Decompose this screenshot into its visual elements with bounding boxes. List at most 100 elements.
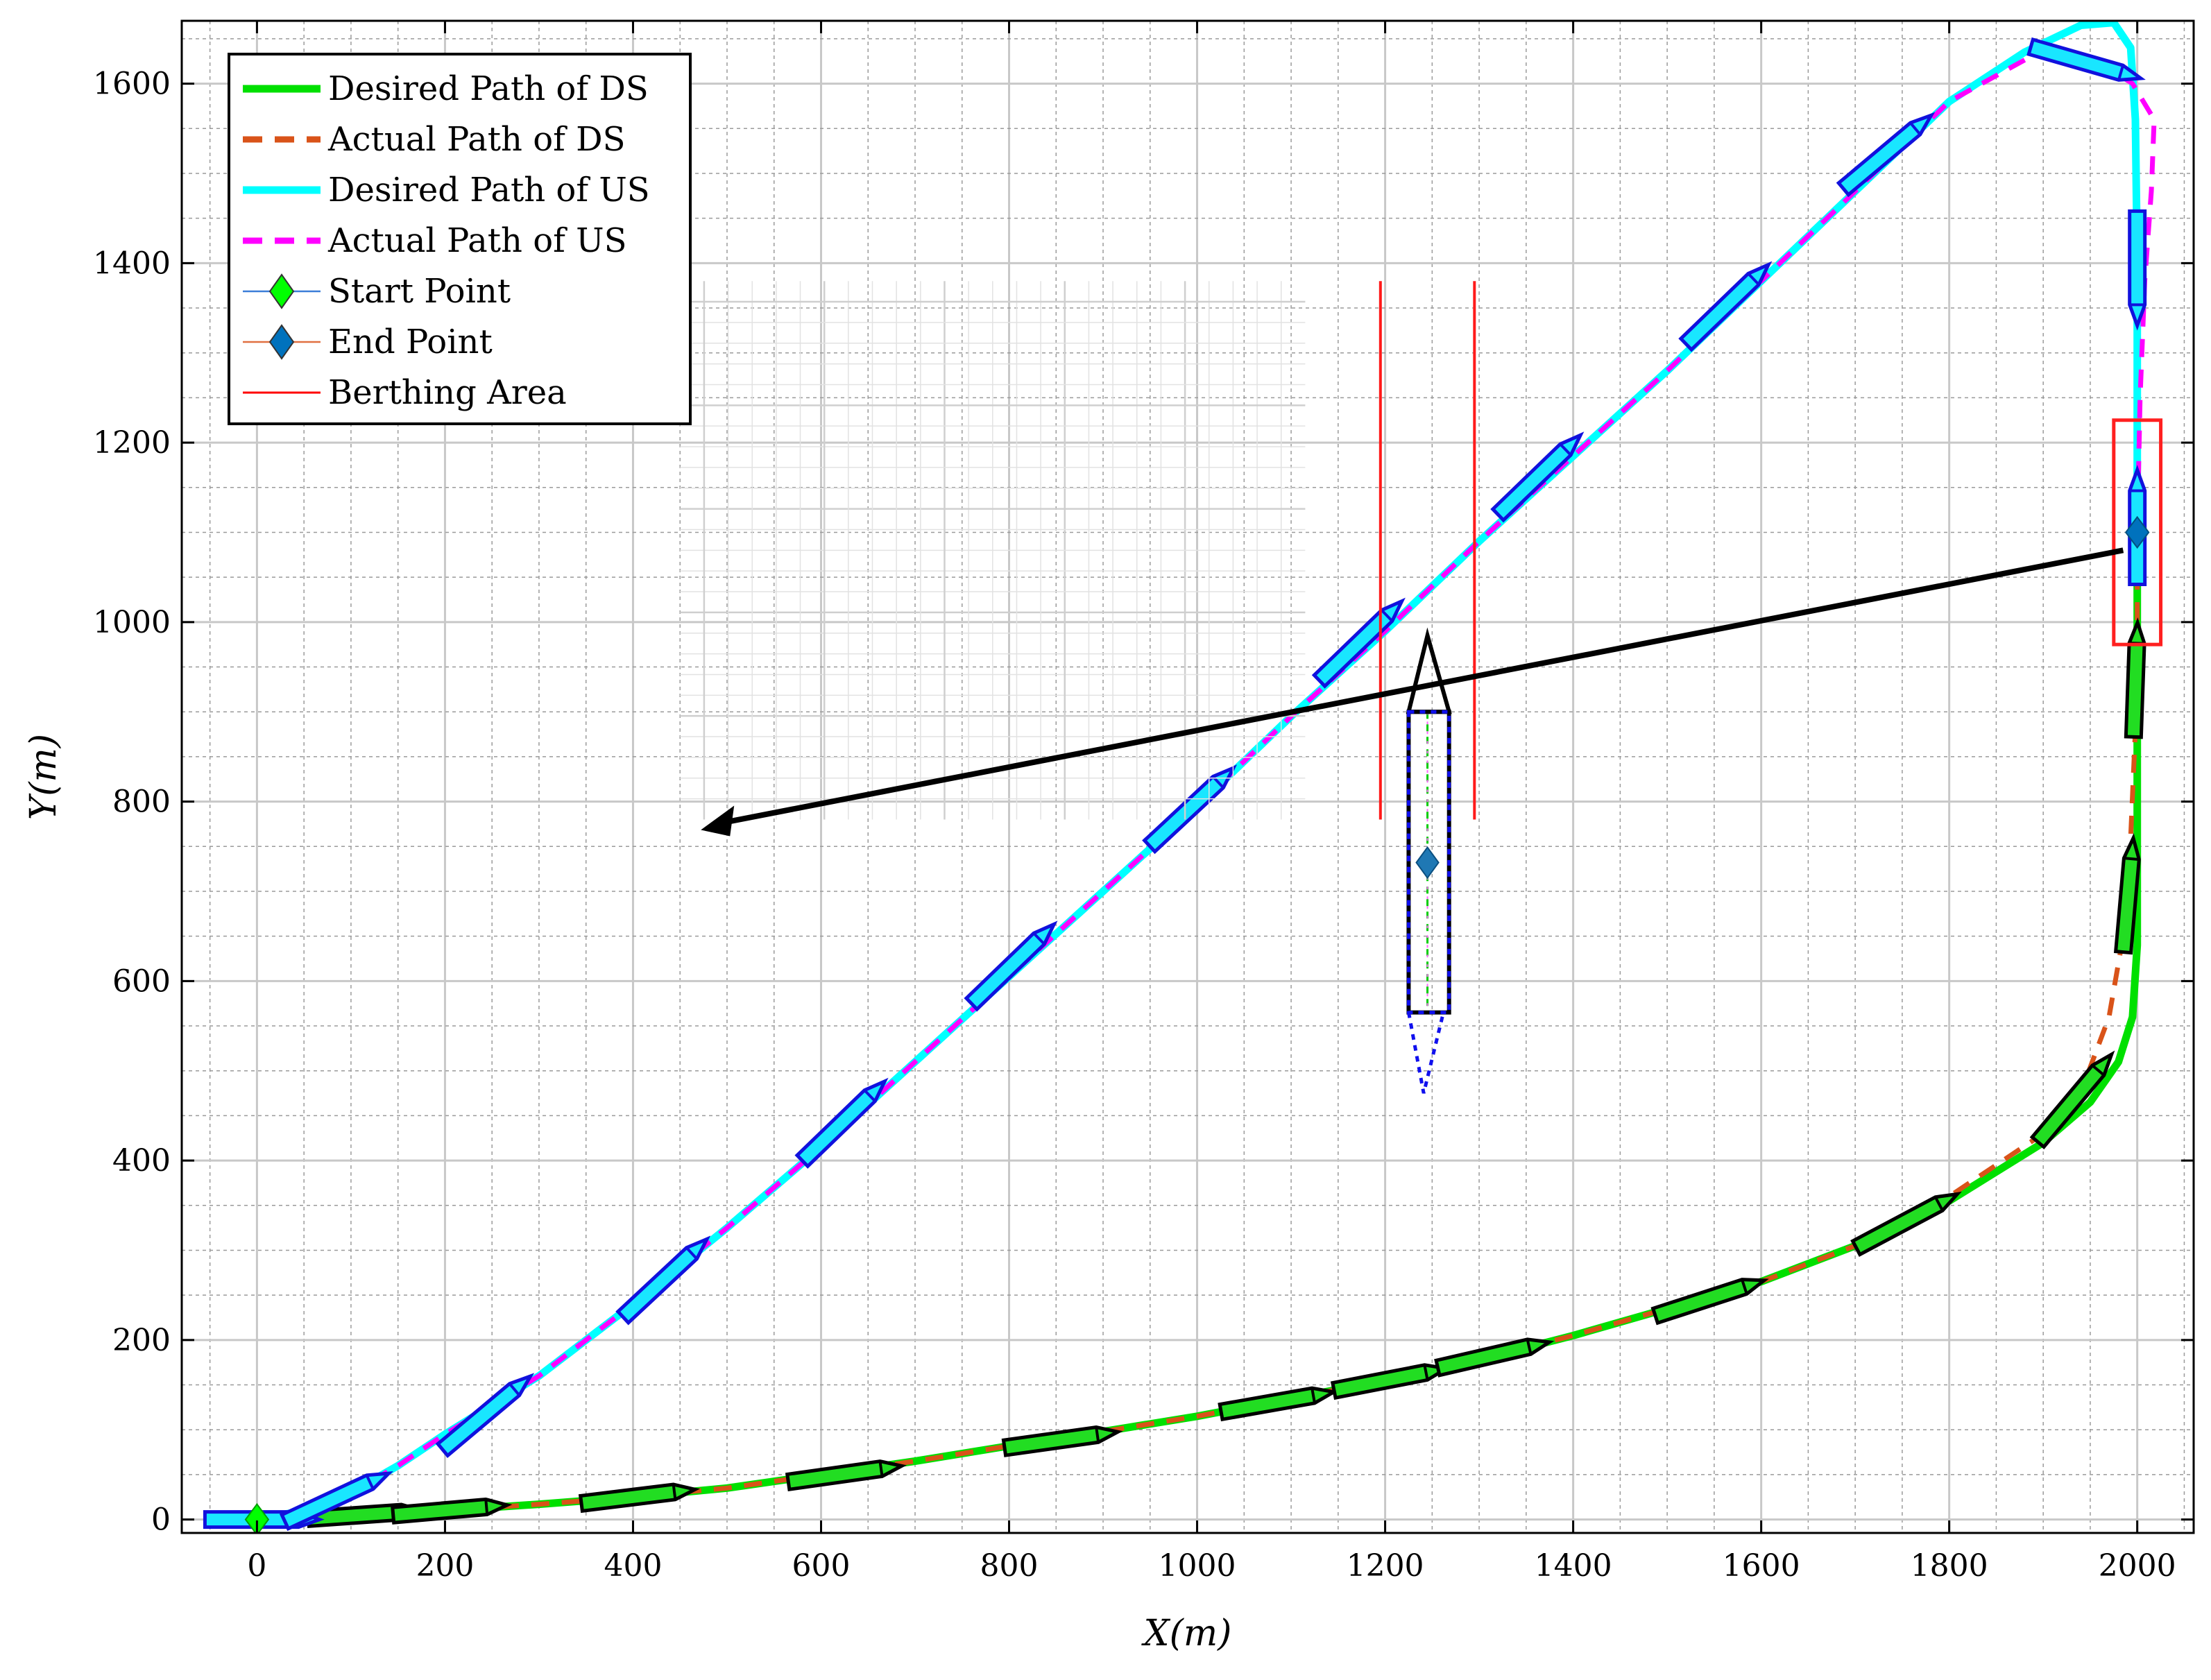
y-axis-label: Y(m) <box>23 734 65 820</box>
ds-vessel <box>1434 1337 1555 1378</box>
ds-vessel <box>785 1459 907 1492</box>
x-axis-label: X(m) <box>1141 1613 1232 1654</box>
legend-label: Actual Path of DS <box>327 120 625 159</box>
inset-us-hull <box>1406 710 1451 1015</box>
x-tick-label: 2000 <box>2099 1548 2176 1584</box>
legend-label: Desired Path of DS <box>328 69 649 108</box>
y-tick-label: 200 <box>112 1323 171 1358</box>
legend-label: Start Point <box>328 272 511 311</box>
us-vessel-hull <box>1490 431 1585 523</box>
us-vessel-hull <box>794 1077 889 1169</box>
us-vessel-bow-line <box>1747 273 1760 286</box>
ds-vessel <box>578 1482 701 1514</box>
ds-vessel <box>1650 1278 1769 1326</box>
inset-end-point-marker <box>1415 846 1440 880</box>
legend: Desired Path of DS Actual Path of DS Desir… <box>228 53 692 425</box>
ds-vessel-bow-line <box>878 1461 884 1477</box>
us-vessel-bow-line <box>509 1382 521 1396</box>
us-vessel <box>1490 431 1585 523</box>
us-vessel-hull <box>964 920 1058 1012</box>
legend-swatch-marker <box>268 324 295 360</box>
us-vessel-bow-line <box>365 1474 375 1490</box>
legend-entry: End Point <box>243 323 493 361</box>
us-vessel-hull <box>435 1373 535 1458</box>
y-tick-label: 800 <box>112 785 171 820</box>
legend-entry: Desired Path of DS <box>243 69 649 108</box>
us-vessel-hull <box>2026 37 2146 82</box>
us-vessel <box>1836 112 1936 198</box>
ds-vessel-hull <box>391 1497 513 1525</box>
axes: 0 200 400 600 800 1000 1200 1400 1600 1800 2000 0 20… <box>93 19 2195 1584</box>
legend-label: Desired Path of US <box>328 171 650 209</box>
ds-vessel-hull <box>1001 1425 1123 1457</box>
ds-vessel-hull <box>1434 1337 1555 1378</box>
ds-vessel <box>1218 1386 1339 1422</box>
ds-vessel-bow-line <box>1526 1339 1533 1355</box>
x-tick-label: 400 <box>604 1548 662 1584</box>
ds-vessel-hull <box>785 1459 907 1492</box>
ds-vessel <box>1850 1191 1962 1257</box>
us-vessel <box>2128 209 2147 331</box>
ds-vessel-bow-line <box>1423 1364 1429 1380</box>
end-point-marker <box>2124 515 2150 549</box>
x-tick-label: 1600 <box>1723 1548 1800 1584</box>
y-tick-label: 1000 <box>93 605 171 640</box>
us-vessel-hull <box>2128 209 2147 331</box>
ds-vessel-bow-line <box>1311 1387 1316 1404</box>
ds-vessel <box>1330 1363 1452 1400</box>
us-vessel <box>2026 37 2146 82</box>
ds-vessel <box>1001 1425 1123 1457</box>
ds-vessel-hull <box>1650 1278 1769 1326</box>
ds-vessel-bow-line <box>2124 857 2140 862</box>
ds-vessel-bow-line <box>1095 1427 1100 1443</box>
zoom-arrow-head <box>701 805 735 837</box>
us-vessel <box>435 1373 535 1458</box>
y-tick-label: 1200 <box>93 425 171 461</box>
x-tick-label: 1400 <box>1535 1548 1612 1584</box>
inset-us-stern <box>1407 1012 1446 1094</box>
us-vessel <box>279 1471 393 1532</box>
legend-label: End Point <box>328 323 493 361</box>
x-tick-label: 600 <box>792 1548 851 1584</box>
x-tick-label: 800 <box>980 1548 1039 1584</box>
legend-label: Berthing Area <box>328 373 567 412</box>
y-tick-label: 600 <box>112 963 171 999</box>
us-vessel <box>1678 261 1773 352</box>
ds-vessel <box>2113 833 2141 955</box>
ds-vessel-hull <box>2113 833 2141 955</box>
x-tick-label: 1200 <box>1347 1548 1424 1584</box>
plot-area <box>203 21 2163 1533</box>
us-vessel-bow-line <box>863 1089 876 1102</box>
x-tick-label: 1000 <box>1159 1548 1236 1584</box>
y-tick-label: 0 <box>151 1502 171 1538</box>
us-vessel-bow-line <box>685 1246 698 1260</box>
legend-box <box>228 53 692 425</box>
legend-swatch-marker <box>268 273 295 309</box>
us-vessel-hull <box>1678 261 1773 352</box>
ds-vessel-bow-line <box>1741 1278 1748 1295</box>
legend-entry: Actual Path of DS <box>243 120 625 159</box>
ds-vessel <box>391 1497 513 1525</box>
legend-entry: Start Point <box>243 272 511 311</box>
y-tick-label: 1400 <box>93 246 171 281</box>
y-tick-label: 400 <box>112 1143 171 1178</box>
us-vessel-bow-line <box>1559 443 1572 456</box>
ds-vessel-hull <box>1218 1386 1339 1422</box>
ds-vessel <box>2029 1050 2115 1150</box>
legend-entry: Actual Path of US <box>243 221 626 260</box>
us-vessel-hull <box>1836 112 1936 198</box>
axes-frame <box>180 19 2195 1534</box>
ds-vessel-bow-line <box>484 1499 489 1515</box>
ds-vessel-hull <box>1330 1363 1452 1400</box>
ds-vessel <box>2124 617 2146 739</box>
x-tick-label: 0 <box>247 1548 266 1584</box>
us-vessel-hull <box>279 1471 393 1532</box>
ds-vessel-hull <box>578 1482 701 1514</box>
zoom-arrow-shaft <box>721 547 2124 826</box>
x-tick-label: 1800 <box>1911 1548 1988 1584</box>
ds-vessel-bow-line <box>1933 1196 1944 1212</box>
zoom-inset <box>680 281 2124 1094</box>
ds-vessel-hull <box>2124 617 2146 739</box>
us-vessel <box>964 920 1058 1012</box>
